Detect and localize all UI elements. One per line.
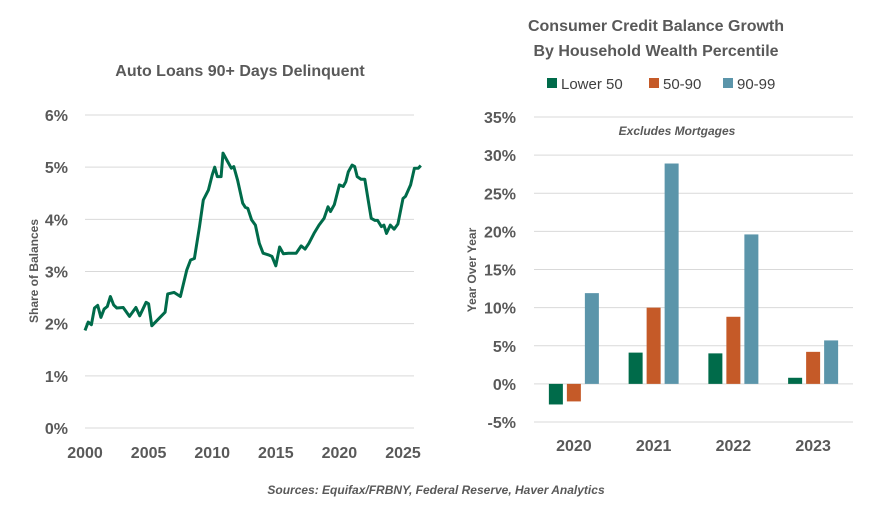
- right-x-tick-label: 2020: [556, 438, 592, 455]
- legend-label-90-99: 90-99: [737, 76, 775, 93]
- legend: Lower 50 50-90 90-99: [547, 76, 775, 93]
- right-chart-title: Consumer Credit Balance Growth: [528, 18, 784, 35]
- source-note: Sources: Equifax/FRBNY, Federal Reserve,…: [267, 483, 605, 497]
- right-y-tick-label: 25%: [484, 186, 516, 203]
- left-chart-title: Auto Loans 90+ Days Delinquent: [115, 63, 365, 80]
- left-y-axis-label: Share of Balances: [27, 219, 41, 323]
- left-y-tick-label: 2%: [45, 317, 68, 334]
- right-y-tick-label: 0%: [493, 377, 516, 394]
- left-y-tick-label: 4%: [45, 212, 68, 229]
- right-x-tick-label: 2023: [795, 438, 831, 455]
- bar-lower-50-2021: [628, 352, 643, 384]
- left-x-tick-label: 2010: [194, 445, 230, 462]
- left-y-tick-label: 1%: [45, 369, 68, 386]
- left-x-tick-label: 2025: [385, 445, 421, 462]
- bar-lower-50-2023: [788, 377, 803, 384]
- bar-50-90-2022: [726, 316, 741, 384]
- bar-50-90-2021: [646, 307, 661, 384]
- right-y-tick-label: -5%: [488, 415, 516, 432]
- bar-90-99-2022: [744, 234, 759, 384]
- legend-swatch-lower-50: [547, 78, 557, 88]
- right-y-tick-label: 15%: [484, 263, 516, 280]
- bar-50-90-2023: [806, 351, 821, 384]
- left-x-tick-label: 2020: [322, 445, 358, 462]
- right-y-tick-label: 20%: [484, 224, 516, 241]
- chart-annotation: Excludes Mortgages: [619, 124, 736, 138]
- left-y-tick-label: 5%: [45, 160, 68, 177]
- left-x-tick-label: 2015: [258, 445, 294, 462]
- right-y-tick-label: 35%: [484, 110, 516, 127]
- bar-50-90-2020: [566, 383, 581, 402]
- left-y-tick-label: 6%: [45, 108, 68, 125]
- bar-90-99-2020: [584, 293, 599, 384]
- bar-lower-50-2022: [708, 353, 723, 384]
- left-x-tick-label: 2000: [67, 445, 103, 462]
- left-y-tick-label: 3%: [45, 265, 68, 282]
- right-y-tick-label: 30%: [484, 148, 516, 165]
- legend-swatch-90-99: [723, 78, 733, 88]
- right-x-tick-label: 2022: [716, 438, 752, 455]
- bar-90-99-2023: [824, 340, 839, 384]
- legend-label-50-90: 50-90: [663, 76, 701, 93]
- right-y-axis-label: Year Over Year: [465, 227, 479, 312]
- right-y-tick-label: 5%: [493, 339, 516, 356]
- legend-swatch-50-90: [649, 78, 659, 88]
- left-y-tick-label: 0%: [45, 421, 68, 438]
- delinquency-line: [83, 151, 422, 331]
- bar-lower-50-2020: [548, 383, 563, 405]
- left-x-tick-label: 2005: [131, 445, 167, 462]
- right-y-tick-label: 10%: [484, 301, 516, 318]
- bar-90-99-2021: [664, 163, 679, 384]
- right-x-tick-label: 2021: [636, 438, 672, 455]
- legend-label-lower-50: Lower 50: [561, 76, 623, 93]
- right-chart-subtitle: By Household Wealth Percentile: [533, 43, 778, 60]
